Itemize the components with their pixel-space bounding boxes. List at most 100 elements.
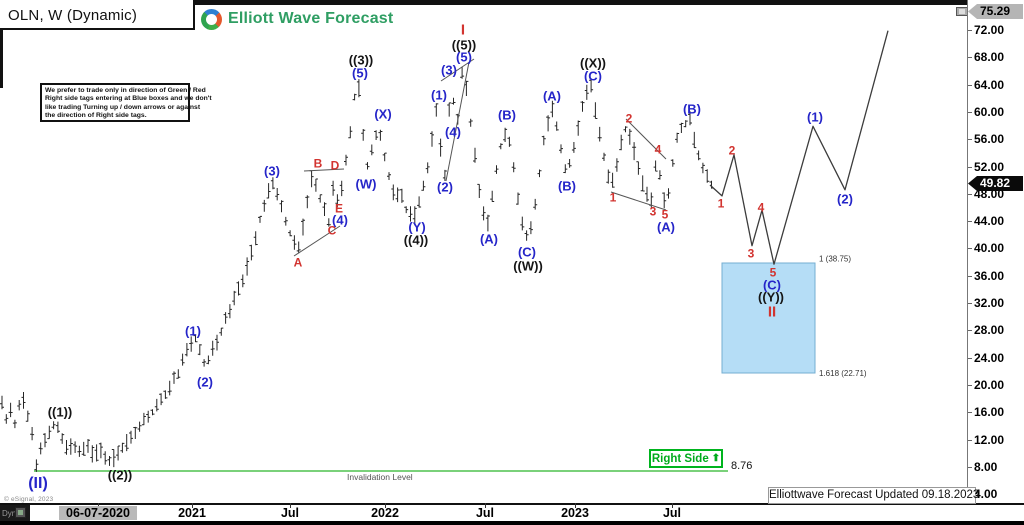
price-tick-mark [968,193,972,195]
fib-label: 1 (38.75) [819,255,851,264]
price-tick-mark [968,303,972,305]
price-tick-label: 36.00 [974,268,1005,283]
wave-label: A [294,255,303,269]
wave-label: 5 [770,265,777,279]
wave-label: (C) [584,69,602,84]
price-tick-mark [968,439,972,441]
wave-label: 2 [729,143,736,157]
wave-label: (1) [431,88,447,103]
footer-update-note: Elliottwave Forecast Updated 09.18.2023 [768,487,979,504]
price-tag-last: 49.82 [968,176,1023,191]
wave-label: E [335,201,343,215]
wave-label: (A) [543,89,561,104]
wave-label: (II) [28,475,48,492]
price-plot[interactable]: 1 (38.75) 1.618 (22.71) (II) ((1)) ((2)) (1) (… [0,0,966,504]
date-tick-mark [192,503,193,508]
wave-label: (B) [498,108,516,123]
wave-label: ((Y)) [758,290,784,305]
window-left-edge [0,0,3,88]
date-tick-label: 2023 [561,506,589,520]
dyn-label: Dyn [2,509,17,518]
trendline [610,191,667,211]
wave-label: II [768,303,776,320]
wave-label: (1) [185,324,201,339]
right-side-label: Right Side [651,452,709,465]
wave-label: ((X)) [580,56,606,71]
price-tick-mark [968,385,972,387]
window-top-edge [195,0,1024,5]
price-tick-label: 52.00 [974,159,1005,174]
invalidation-label: Invalidation Level [347,472,413,482]
price-tick-mark [968,29,972,31]
price-tick-label: 44.00 [974,214,1005,229]
price-tick-label: 16.00 [974,405,1005,420]
price-tick-label: 72.00 [974,22,1005,37]
wave-label: (2) [837,192,853,207]
date-tick-label: Jul [280,506,300,520]
wave-label: (1) [807,110,823,125]
price-tick-mark [968,111,972,113]
wave-label: ((2)) [108,468,133,483]
price-tick-label: 56.00 [974,132,1005,147]
ohlc-bars [0,66,714,472]
right-side-badge: Right Side ⬆ [649,449,723,468]
date-tick-mark [485,503,486,508]
wave-label: ((1)) [48,405,73,420]
price-tick-mark [968,248,972,250]
date-tick-label: 06-07-2020 [59,506,137,520]
wave-label: (3) [441,63,457,78]
price-axis[interactable]: 72.00 68.00 64.00 60.00 56.00 52.00 48.00 44.00… [967,0,1024,503]
date-tick-mark [385,503,386,508]
price-tick-mark [968,466,972,468]
date-tick-mark [575,503,576,508]
note-line: We prefer to trade only in direction of … [45,87,206,94]
price-tick-mark [968,57,972,59]
note-line: like trading Turning up / down arrows or… [45,103,201,111]
blue-box-target-zone [721,262,816,374]
wave-label: (2) [197,375,213,390]
date-tick-mark [672,503,673,508]
wave-label: 5 [662,207,669,221]
wave-label: 4 [655,142,662,156]
wave-label: D [331,158,340,172]
brand-logo-text: Elliott Wave Forecast [228,10,394,27]
note-line: Right side tags entering at Blue boxes a… [45,95,212,103]
symbol-title-box [0,0,195,30]
date-tick-label: 2022 [371,506,399,520]
price-tick-mark [968,357,972,359]
esignal-credit: © eSignal, 2023 [4,496,54,503]
wave-label: (4) [332,213,348,228]
price-tick-mark [968,412,972,414]
date-tick-label: 2021 [178,506,206,520]
wave-label: C [328,223,337,237]
price-tick-label: 4.00 [974,487,998,502]
price-tick-label: 12.00 [974,432,1005,447]
price-tick-mark [968,84,972,86]
trendline [303,168,345,172]
price-tick-mark [968,139,972,141]
wave-label: (B) [683,102,701,117]
date-tick-label: Jul [475,506,495,520]
wave-label: (C) [763,278,781,293]
wave-label: (W) [356,177,377,192]
date-tick-label: Jul [662,506,682,520]
forecast-path [709,30,889,265]
dyn-chart-icon[interactable] [15,507,26,518]
wave-label: ((5)) [452,38,477,53]
price-tick-label: 64.00 [974,77,1005,92]
date-axis[interactable]: 06-07-2020 2021 Jul 2022 Jul 2023 Jul [0,503,1024,521]
trendline [625,118,667,160]
price-tick-label: 28.00 [974,323,1005,338]
wave-label: (2) [437,180,453,195]
price-tick-label: 40.00 [974,241,1005,256]
wave-label: 2 [626,111,633,125]
price-tag-range-high: 75.29 [968,4,1023,19]
wave-label: (B) [558,179,576,194]
wave-label: I [461,21,465,38]
price-tick-mark [968,275,972,277]
brand-logo: Elliott Wave Forecast [201,7,393,31]
elliott-wave-logo-icon [201,8,222,30]
wave-label: (5) [352,66,368,81]
wave-label: (4) [445,125,461,140]
